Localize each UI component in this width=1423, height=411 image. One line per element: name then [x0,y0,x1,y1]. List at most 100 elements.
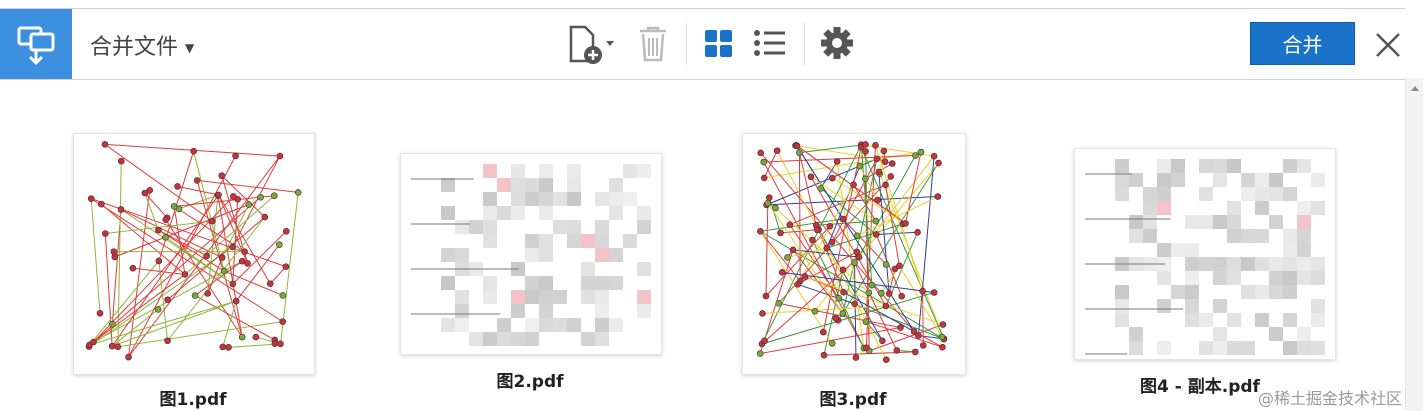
blurred-block [581,276,595,290]
title-dropdown[interactable]: 合并文件 ▼ [90,29,194,61]
graph-node [807,173,815,181]
graph-edge [885,184,900,266]
blurred-block [455,318,469,332]
blurred-block [1227,215,1241,229]
blurred-block [1185,285,1199,299]
graph-node [279,318,287,325]
graph-edge [197,179,299,193]
file-name: 图4 - 副本.pdf [1140,377,1260,397]
blurred-block [1311,271,1325,285]
file-thumbnail[interactable] [1074,148,1336,360]
blurred-block [1213,257,1227,271]
blurred-block [1157,299,1171,313]
blurred-block [1255,313,1269,327]
graph-node [885,290,893,297]
blurred-block [483,164,497,178]
settings-button[interactable] [820,26,854,60]
graph-edge [117,321,283,348]
blurred-block [595,332,609,346]
graph-node [276,241,283,249]
graph-node [90,338,97,346]
blurred-block [525,178,539,192]
blurred-block [581,332,595,346]
graph-node [277,340,284,348]
file-thumbnail[interactable] [73,133,315,375]
blurred-block [595,220,609,234]
blurred-block [525,248,539,262]
blurred-block [1311,341,1325,355]
merge-button[interactable]: 合并 [1250,22,1355,65]
blurred-block [637,262,651,276]
graph-edge [93,274,186,343]
scrollbar[interactable] [1405,78,1423,411]
blurred-block [1199,313,1213,327]
blurred-block [539,276,553,290]
graph-edge [178,194,219,210]
scroll-up-arrow[interactable] [1406,78,1423,98]
blurred-block [1213,159,1227,173]
graph-node [232,297,240,305]
graph-node [125,353,132,361]
blurred-block [1283,159,1297,173]
graph-node [777,229,784,237]
graph-node [155,257,163,265]
blurred-block [1297,215,1311,229]
file-name: 图1.pdf [159,390,227,410]
graph-node [220,267,228,275]
graph-node [117,206,125,213]
blurred-block [1283,271,1297,285]
blurred-block [1269,173,1283,187]
graph-edge [836,161,865,349]
blurred-block [511,164,525,178]
graph-node [181,271,189,278]
graph-node [902,220,909,227]
blurred-block [1115,173,1129,187]
list-view-button[interactable] [752,27,788,59]
graph-edge [132,267,186,275]
graph-node [855,253,863,261]
graph-node [162,216,170,224]
blurred-block [1297,341,1311,355]
graph-node [102,230,109,237]
blurred-block [609,178,623,192]
graph-edge [760,152,915,332]
blurred-block [623,164,637,178]
blurred-block [1129,215,1143,229]
graph-node [811,307,819,315]
graph-node [828,340,836,347]
blurred-block [1283,229,1297,243]
close-button[interactable] [1374,31,1402,59]
blurred-block [1199,341,1213,355]
grid-view-button[interactable] [703,27,735,59]
blurred-block [1185,299,1199,313]
graph-node [245,201,253,208]
blurred-block [1297,229,1311,243]
blurred-block [525,192,539,206]
graph-node [760,174,768,182]
graph-edge [760,218,844,232]
file-thumbnail[interactable] [742,133,966,375]
graph-edge [761,292,935,345]
graph-node [863,344,870,352]
file-thumbnail[interactable] [400,153,662,355]
graph-node [912,152,919,159]
graph-edge [865,321,883,342]
graph-node [862,148,869,155]
blurred-block [553,318,567,332]
graph-edge [104,143,213,222]
graph-node [109,320,116,328]
add-file-button[interactable] [565,23,625,67]
blurred-block [595,234,609,248]
blurred-block [483,192,497,206]
blurred-block [483,220,497,234]
graph-edge [917,156,935,336]
delete-button[interactable] [636,25,670,65]
blurred-block [1157,201,1171,215]
graph-edge [223,270,284,296]
blurred-block [483,234,497,248]
blurred-block [441,318,455,332]
graph-node [87,195,95,202]
graph-node [114,343,122,351]
graph-edge [89,300,237,346]
graph-node [828,238,836,246]
